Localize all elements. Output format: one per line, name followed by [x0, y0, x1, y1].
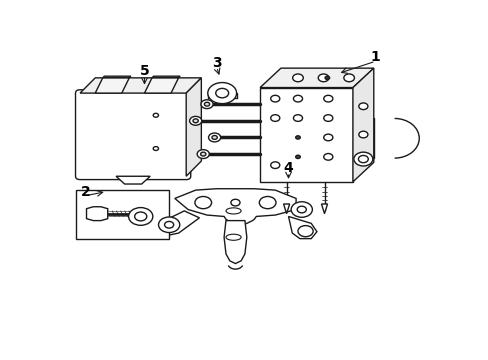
Circle shape	[358, 131, 367, 138]
Circle shape	[323, 153, 332, 160]
Circle shape	[158, 217, 180, 233]
Circle shape	[259, 197, 275, 209]
Polygon shape	[144, 78, 178, 93]
Polygon shape	[186, 78, 201, 176]
Circle shape	[211, 135, 217, 139]
Circle shape	[325, 76, 329, 80]
Circle shape	[293, 115, 302, 121]
Circle shape	[230, 199, 240, 206]
Circle shape	[358, 156, 367, 163]
Polygon shape	[102, 76, 131, 78]
Circle shape	[297, 206, 305, 213]
Circle shape	[134, 212, 146, 221]
Polygon shape	[95, 78, 129, 93]
Circle shape	[204, 102, 209, 106]
Circle shape	[297, 226, 312, 237]
Circle shape	[215, 89, 228, 98]
Circle shape	[323, 134, 332, 141]
Text: 3: 3	[211, 55, 221, 69]
Circle shape	[153, 147, 158, 150]
Polygon shape	[86, 207, 107, 221]
Circle shape	[207, 82, 236, 104]
Circle shape	[201, 100, 213, 109]
Polygon shape	[224, 221, 246, 264]
Polygon shape	[288, 216, 316, 239]
Circle shape	[208, 133, 220, 142]
Circle shape	[358, 103, 367, 109]
Polygon shape	[152, 76, 180, 78]
Circle shape	[270, 95, 279, 102]
Polygon shape	[321, 204, 327, 214]
Circle shape	[318, 74, 328, 82]
Circle shape	[323, 95, 332, 102]
Text: 1: 1	[370, 50, 380, 64]
Text: 5: 5	[140, 64, 149, 78]
Ellipse shape	[225, 234, 241, 240]
Circle shape	[153, 113, 158, 117]
Circle shape	[290, 202, 312, 217]
Circle shape	[195, 197, 211, 209]
Polygon shape	[260, 68, 373, 87]
Circle shape	[292, 74, 303, 82]
Circle shape	[193, 119, 198, 123]
Circle shape	[270, 115, 279, 121]
Circle shape	[197, 150, 209, 158]
Circle shape	[200, 152, 205, 156]
Polygon shape	[283, 204, 289, 214]
Circle shape	[343, 74, 354, 82]
Circle shape	[293, 95, 302, 102]
Circle shape	[323, 115, 332, 121]
Text: 2: 2	[81, 185, 90, 198]
Circle shape	[353, 152, 372, 166]
Polygon shape	[80, 78, 201, 93]
Bar	[76, 190, 169, 239]
Circle shape	[295, 155, 300, 158]
Circle shape	[164, 221, 173, 228]
Circle shape	[128, 208, 153, 225]
Polygon shape	[116, 176, 150, 184]
Bar	[260, 87, 352, 182]
FancyBboxPatch shape	[75, 90, 190, 180]
Polygon shape	[159, 211, 199, 236]
Circle shape	[189, 116, 202, 125]
Circle shape	[295, 136, 300, 139]
Polygon shape	[352, 68, 373, 182]
Circle shape	[270, 162, 279, 168]
Ellipse shape	[225, 208, 241, 214]
Text: 4: 4	[283, 161, 293, 175]
Polygon shape	[175, 189, 296, 225]
